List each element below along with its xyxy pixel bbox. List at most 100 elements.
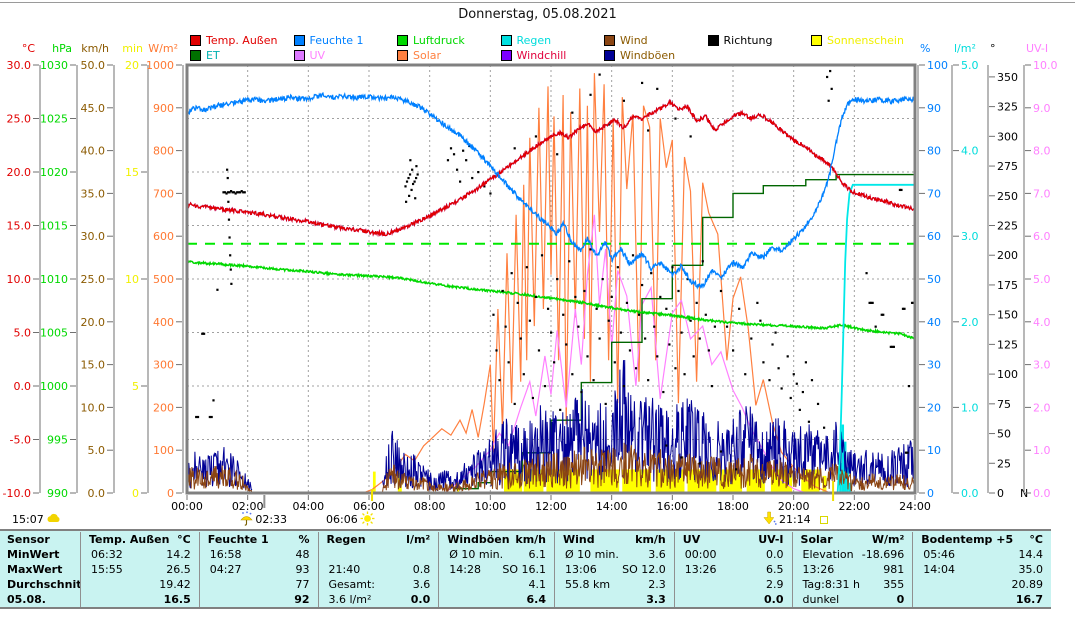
svg-text:30: 30 [927,359,941,372]
table-group-windb-en: Windböen km/h Ø 10 min. 6.1 14:28 SO 16.1 4.1 6… [438,532,554,607]
svg-text:20:00: 20:00 [778,500,810,513]
legend-item-luftdruck: Luftdruck [397,33,501,48]
table-cell-time: 05:46 [923,548,955,561]
svg-text:1.0: 1.0 [1033,444,1051,457]
cloud-icon [44,512,63,527]
axis-unit-pressure: hPa [52,42,72,55]
table-cell-time [913,592,923,607]
axis-unit-humidity: % [920,42,930,55]
table-row-label: Sensor [7,533,50,546]
table-row-label: MaxWert [7,563,63,576]
svg-text:1.0: 1.0 [961,401,979,414]
svg-text:200: 200 [997,249,1018,262]
svg-text:1030: 1030 [40,59,68,72]
event-time-label: 06:06 [326,513,358,526]
svg-text:70: 70 [927,187,941,200]
legend-label: Wind [620,34,648,47]
legend-item-et: ET [190,48,294,63]
svg-text:0: 0 [927,487,934,500]
table-cell-value: 14.4 [1018,548,1043,561]
svg-text:2.0: 2.0 [1033,401,1051,414]
svg-text:10: 10 [125,273,139,286]
svg-text:0.0: 0.0 [14,380,32,393]
sensor-unit: km/h [635,533,666,546]
svg-text:100: 100 [153,444,174,457]
table-cell-time: 14:04 [923,563,955,576]
series-regen-kumuliert [836,183,915,493]
svg-text:1005: 1005 [40,327,68,340]
svg-text:08:00: 08:00 [414,500,446,513]
legend-label: Richtung [723,34,773,47]
table-cell-value: 2.9 [766,578,784,591]
table-row-labels: Sensor MinWert MaxWert Durchschnitt 05.08. 2… [0,532,80,607]
table-row-label: Durchschnitt [7,578,80,591]
svg-text:20.0: 20.0 [7,166,32,179]
legend-label: Windböen [620,49,676,62]
legend-item-windb-en: Windböen [604,48,708,63]
table-row-label: MinWert [7,548,60,561]
chart-title: Donnerstag, 05.08.2021 [458,7,617,22]
sensor-name: Bodentemp +5 [921,533,1014,546]
table-cell-value: 355 [883,578,905,591]
table-group-bodentemp-5: Bodentemp +5 °C 05:46 14.4 14:04 35.0 20.89 16.… [912,532,1051,607]
legend-label: Solar [413,49,442,62]
sensor-unit: l/m² [406,533,431,546]
sensor-unit: W/m² [871,533,905,546]
table-cell-time [439,592,449,607]
svg-text:N: N [1020,487,1028,500]
table-cell-time: 16:58 [209,548,242,561]
svg-text:1010: 1010 [40,273,68,286]
sensor-unit: °C [177,533,191,546]
legend-swatch [190,50,201,61]
svg-text:100: 100 [997,368,1018,381]
svg-text:200: 200 [153,401,174,414]
sensor-name: UV [682,533,701,546]
event-time-label: 15:07 [12,513,44,526]
svg-text:25.0: 25.0 [7,113,32,126]
table-cell-time: 13:26 [684,563,717,576]
svg-text:0.0: 0.0 [88,487,106,500]
table-cell-time [555,592,565,607]
sensor-unit: km/h [515,533,547,546]
legend-item-regen: Regen [500,33,605,48]
table-cell-time: 04:27 [209,563,242,576]
table-cell-time [81,592,91,607]
table-cell-time: 55.8 km [565,578,611,591]
table-cell-value: 20.89 [1011,578,1043,591]
yellow-square-marker [819,515,828,524]
svg-text:80: 80 [927,145,941,158]
axis-unit-temp: °C [22,42,36,55]
axis-unit-uv: UV-I [1026,42,1048,55]
svg-text:02:00: 02:00 [232,500,264,513]
table-cell-value: 6.1 [528,548,547,561]
legend-item-solar: Solar [397,48,501,63]
legend-label: Windchill [516,49,567,62]
table-cell-time: Ø 10 min. [565,548,619,561]
table-cell-value: SO 12.0 [622,563,666,576]
svg-text:30.0: 30.0 [7,59,32,72]
event-sunrise: 06:06 [326,511,377,527]
table-cell-value: 3.6 [412,578,431,591]
series-group [187,69,915,493]
table-cell-time [439,577,449,592]
svg-text:175: 175 [997,279,1018,292]
svg-text:2.0: 2.0 [961,316,979,329]
legend-swatch [604,35,615,46]
table-cell-time: Elevation [802,548,854,561]
table-cell-value: 48 [295,548,310,561]
svg-text:995: 995 [47,434,68,447]
svg-text:10:00: 10:00 [474,500,506,513]
svg-text:20: 20 [125,59,139,72]
table-cell-time [200,577,210,592]
table-cell-time [675,577,685,592]
table-cell-time [675,592,685,607]
svg-text:800: 800 [153,145,174,158]
axis-wind: 0.0 5.0 10.0 15.0 20.0 25.0 30.0 35.0 40.0 45.0 50… [81,42,115,500]
table-cell-value: 4.1 [528,578,547,591]
table-cell-value: -18.696 [861,548,905,561]
sensor-name: Wind [563,533,595,546]
svg-text:1000: 1000 [146,59,174,72]
plot-border [185,63,917,495]
table-cell-value: 0.0 [410,593,431,606]
svg-text:5.0: 5.0 [1033,273,1051,286]
